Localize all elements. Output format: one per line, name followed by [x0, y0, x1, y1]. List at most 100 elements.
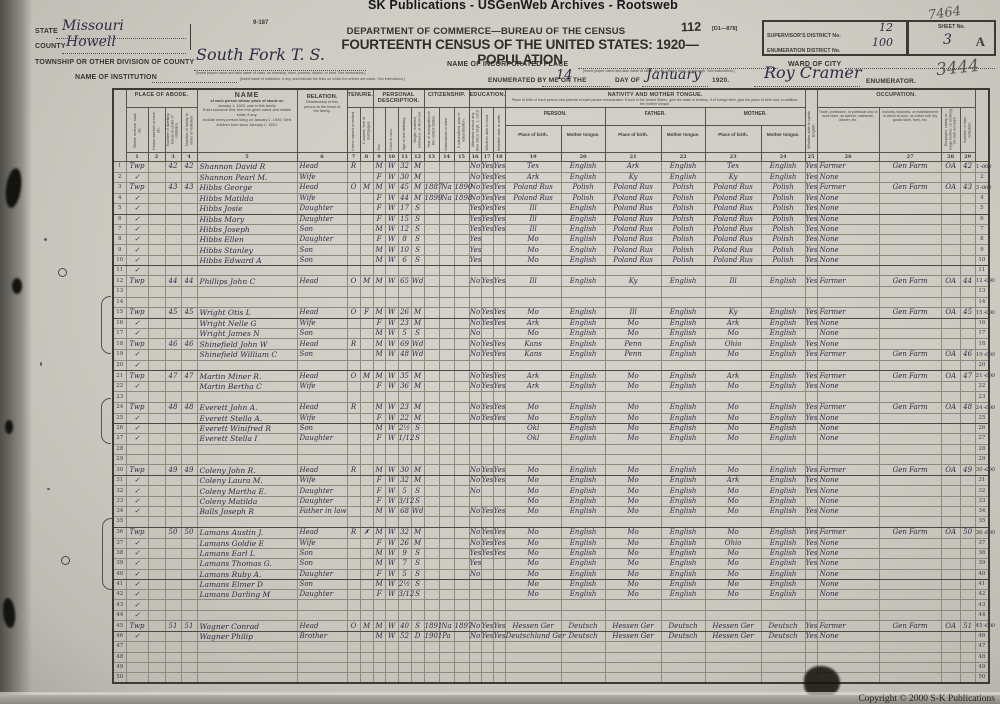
cell-person-tongue	[560, 391, 606, 403]
cell-read: Yes	[480, 306, 494, 319]
cell-industry	[878, 568, 942, 580]
cell-father-tongue	[660, 391, 706, 403]
cell-marital	[410, 286, 425, 298]
cell-street: ✓	[125, 578, 149, 591]
cell-school	[468, 641, 482, 653]
cell-mother-tongue: Polish	[760, 223, 806, 236]
cell-mother-birthplace: Mo	[704, 506, 762, 518]
cell-sex	[372, 391, 386, 403]
cell-color: W	[384, 223, 399, 236]
enumeration-district-value: 100	[872, 36, 893, 49]
cell-dwelling	[164, 516, 182, 528]
cell-person-birthplace: Ark	[504, 317, 562, 330]
cell-english	[804, 422, 818, 435]
cell-write	[492, 359, 506, 372]
cell-farm-schedule	[959, 485, 976, 497]
cell-street: ✓	[125, 495, 149, 508]
cell-color	[384, 453, 399, 466]
cell-write: Yes	[492, 506, 506, 518]
cell-write	[492, 661, 506, 674]
cell-street: ✓	[125, 589, 149, 601]
cell-person-birthplace: Poland Rus	[504, 181, 562, 194]
cell-employer	[940, 391, 961, 403]
cell-dwelling: 45	[164, 306, 182, 319]
cell-nat-year	[453, 526, 470, 539]
cell-immigration: 1901	[423, 631, 443, 643]
cell-owned	[346, 495, 361, 508]
cell-relation	[296, 264, 348, 277]
cell-relation: Wife	[296, 412, 348, 424]
cell-owned	[346, 328, 361, 340]
cell-mother-tongue	[760, 391, 806, 403]
cell-nat-year	[453, 213, 470, 225]
cell-family	[180, 433, 198, 445]
cell-read	[480, 296, 494, 308]
tally-mark: -ooo	[983, 277, 995, 285]
cell-age: 30	[397, 171, 412, 183]
cell-house	[147, 171, 166, 183]
cell-marital	[410, 672, 425, 684]
cell-dwelling	[164, 223, 182, 236]
cell-mother-tongue: English	[760, 526, 806, 539]
table-row: 31 ✓ Coleny Laura M. Wife F W 32 M No Yes Yes Mo Eng…	[112, 475, 990, 487]
column-number: 22	[660, 151, 706, 162]
cell-nat-year: 1898	[453, 192, 473, 205]
cell-father-tongue: English	[660, 328, 706, 340]
cell-age: 1/12	[397, 433, 415, 445]
cell-sex	[372, 264, 386, 277]
township-note: [Insert proper name and also name of cla…	[196, 71, 366, 75]
cell-mother-tongue: English	[760, 464, 806, 477]
cell-name: Hibbs Edward A	[196, 254, 298, 267]
cell-naturalized	[438, 296, 455, 308]
cell-employer	[940, 547, 961, 560]
cell-employer: OA	[940, 348, 961, 361]
cell-father-tongue: Polish	[660, 223, 706, 236]
cell-house	[147, 296, 166, 308]
cell-color: W	[384, 631, 399, 643]
cell-mortgage	[359, 651, 374, 663]
cell-name: Shinefield William C	[196, 348, 298, 361]
cell-mother-birthplace: Mo	[704, 568, 762, 580]
cell-street: ✓	[125, 568, 149, 580]
cell-nat-year	[453, 244, 470, 256]
cell-farm-schedule	[959, 234, 976, 246]
cell-read	[480, 495, 494, 508]
cell-read	[480, 286, 494, 298]
house-number-header: House number or farm, etc.	[147, 106, 166, 153]
cell-mortgage	[359, 254, 374, 267]
cell-employer	[940, 558, 961, 570]
cell-person-tongue: English	[560, 171, 606, 183]
cell-name: Lamans Austin J.	[196, 526, 298, 539]
cell-industry: Gen Farm	[878, 275, 942, 288]
cell-sex: F	[372, 537, 386, 549]
table-row: 27 ✓ Everett Stella I Daughter F W 1/12 S Okl Eng…	[112, 433, 990, 445]
cell-father-birthplace: Mo	[604, 558, 662, 570]
cell-owned	[346, 568, 361, 580]
cell-sex: M	[372, 578, 386, 591]
table-row: 8 ✓ Hibbs Ellen Daughter F W 8 S Yes Mo English Pol…	[112, 234, 990, 246]
cell-employer: OA	[940, 526, 961, 539]
cell-mortgage	[359, 223, 374, 236]
cell-person-tongue	[560, 599, 606, 611]
cell-naturalized	[438, 516, 455, 528]
line-number-left: 16	[112, 317, 127, 330]
cell-color: W	[384, 620, 399, 633]
cell-english	[804, 589, 818, 601]
cell-english: Yes	[804, 275, 818, 288]
cell-house	[147, 391, 166, 403]
cell-nat-year	[453, 234, 470, 246]
cell-age	[397, 641, 412, 653]
cell-english	[804, 578, 818, 591]
cell-street: ✓	[125, 412, 149, 424]
line-number-right: 33	[974, 495, 990, 508]
cell-street: Twp	[125, 464, 149, 477]
cell-employer	[940, 506, 961, 518]
cell-family	[180, 516, 198, 528]
cell-mortgage	[359, 296, 374, 308]
cell-english: Yes	[804, 348, 818, 361]
cell-english: Yes	[804, 537, 818, 549]
cell-naturalized	[438, 275, 455, 288]
cell-sex: F	[372, 589, 386, 601]
cell-school	[468, 609, 482, 622]
cell-person-birthplace	[504, 359, 562, 372]
